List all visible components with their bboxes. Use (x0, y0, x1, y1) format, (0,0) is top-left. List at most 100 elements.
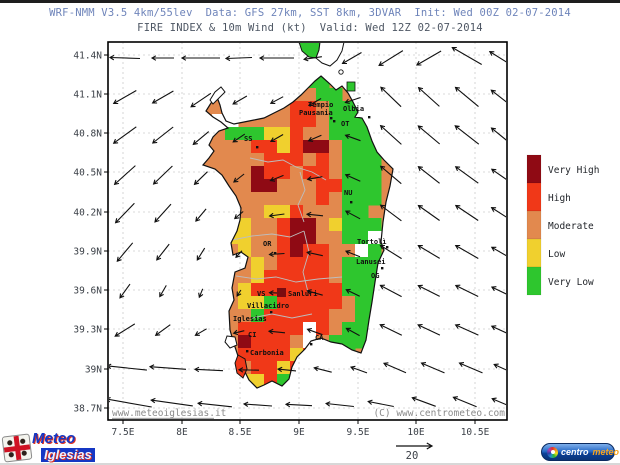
lat-tick-label: 39N (85, 365, 102, 376)
fire-index-cell (329, 127, 343, 141)
legend-label: Low (548, 249, 565, 260)
city-dot (256, 146, 259, 149)
bottom-border-strip (0, 463, 620, 465)
city-label: CI (248, 331, 256, 339)
fire-index-cell (238, 127, 252, 141)
fire-index-cell (251, 244, 265, 258)
fire-index-cell (329, 205, 343, 219)
fire-index-cell (225, 140, 239, 154)
wind-arrow (109, 363, 147, 371)
sanluri-marker (277, 288, 286, 297)
wind-arrow (415, 50, 442, 66)
fire-index-cell (238, 296, 252, 310)
wind-reference: 20 (396, 442, 434, 462)
fire-index-cell (290, 270, 304, 284)
fire-index-cell (264, 140, 278, 154)
fire-index-cell (316, 192, 330, 206)
fire-index-cell (251, 270, 265, 284)
fire-index-cell (355, 179, 369, 193)
city-label: Iglesias (233, 315, 267, 323)
city-label: Tortolì (357, 238, 387, 246)
fire-index-cell (290, 335, 304, 349)
wind-arrow (305, 211, 324, 218)
fire-index-cell (290, 322, 304, 336)
city-dot (310, 343, 313, 346)
lon-tick-label: 9.5E (347, 427, 370, 438)
city-label: Lanusei (356, 258, 386, 266)
fire-index-legend: Very High High Moderate Low Very Low (526, 154, 599, 296)
wind-arrow (380, 86, 402, 108)
fire-index-cell (290, 179, 304, 193)
fire-index-cell (329, 179, 343, 193)
fire-index-cell (303, 309, 317, 323)
wind-arrow (152, 165, 173, 185)
fire-index-cell (264, 283, 278, 297)
watermark-meteoiglesias: www.meteoiglesias.it (112, 408, 226, 419)
fire-index-cell (277, 205, 291, 219)
fire-index-cell (290, 244, 304, 258)
fire-index-cell (277, 218, 291, 232)
color-wheel-icon (547, 446, 558, 458)
fire-index-cell (303, 88, 317, 102)
wind-arrow (195, 208, 207, 222)
city-dots (246, 116, 389, 353)
watermark-centrometeo: (C) www.centrometeo.com (373, 408, 505, 419)
wind-arrow (490, 325, 506, 334)
fire-index-cell (342, 101, 356, 115)
wind-arrow (233, 173, 245, 183)
fire-index-cell (355, 322, 369, 336)
fire-index-cell (303, 244, 317, 258)
fire-index-cell (355, 153, 369, 167)
city-label: CA (315, 334, 324, 342)
city-dot (386, 246, 389, 249)
fire-index-cell (238, 140, 252, 154)
wind-arrow (451, 46, 482, 65)
fire-index-cell (277, 322, 291, 336)
top-border-strip (0, 0, 620, 3)
legend-swatch (526, 210, 542, 240)
lat-tick-label: 40.8N (73, 129, 102, 140)
wind-arrow (232, 95, 248, 105)
fire-index-cell (342, 231, 356, 245)
wind-arrow (490, 168, 506, 180)
wind-arrow (180, 55, 220, 61)
fire-index-cell (368, 244, 382, 258)
fire-index-cell (238, 283, 252, 297)
wind-arrow (306, 250, 323, 257)
fire-index-cell (238, 218, 252, 232)
wind-arrow (267, 328, 286, 335)
fire-index-cell (329, 270, 343, 284)
wind-arrow (379, 323, 403, 336)
wind-arrow (114, 202, 135, 224)
fire-index-cell (277, 335, 291, 349)
fire-index-cell (303, 114, 317, 128)
fire-index-cell (277, 114, 291, 128)
fire-index-cell (355, 244, 369, 258)
wind-arrow (116, 242, 134, 263)
fire-index-cell (277, 270, 291, 284)
wind-arrow (382, 362, 407, 374)
fire-index-cell (277, 153, 291, 167)
wind-arrow (112, 126, 137, 144)
city-dot (381, 267, 384, 270)
lat-tick-label: 39.9N (73, 247, 102, 258)
fire-index-cell (238, 309, 252, 323)
fire-index-cell (290, 309, 304, 323)
wind-arrow (109, 396, 152, 408)
fire-index-cell (264, 322, 278, 336)
fire-index-cell (277, 127, 291, 141)
maddalena-island (346, 81, 356, 92)
fire-index-cell (277, 257, 291, 271)
fire-index-cell (277, 296, 291, 310)
fire-index-cell (316, 322, 330, 336)
lon-tick-label: 9E (293, 427, 305, 438)
logo-word-iglesias: Iglesias (41, 448, 95, 462)
wind-arrow (378, 50, 404, 66)
wind-arrow (344, 173, 361, 182)
fire-index-cell (368, 179, 382, 193)
fire-index-cell (316, 283, 330, 297)
fire-index-cell (303, 296, 317, 310)
wind-arrow (417, 204, 440, 221)
model-title-line: WRF-NMM V3.5 4km/55lev Data: GFS 27km, S… (49, 7, 571, 19)
city-label: Villacidro (247, 302, 289, 310)
